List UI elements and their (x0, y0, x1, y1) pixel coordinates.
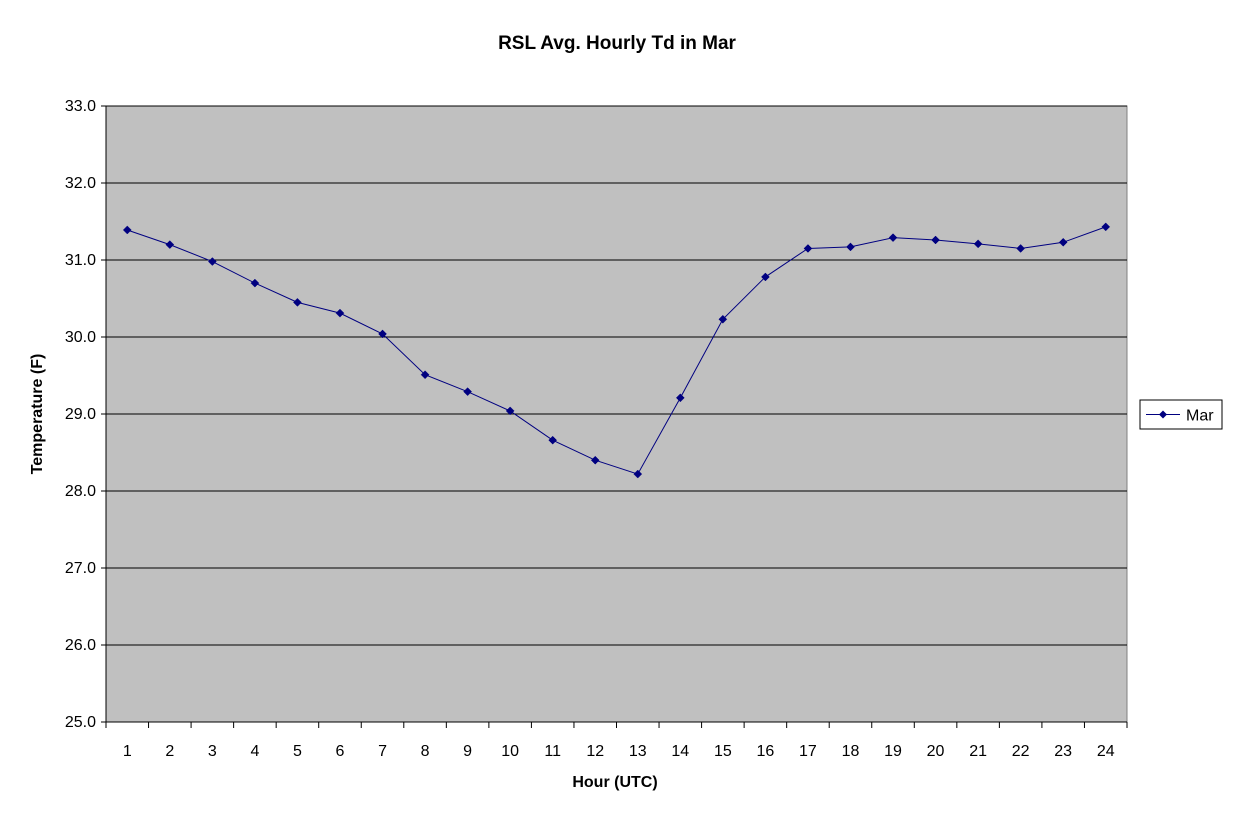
data-point (122, 225, 132, 235)
data-point (378, 329, 387, 339)
y-tick-label: 29.0 (65, 406, 96, 423)
x-tick-label: 18 (842, 743, 860, 760)
data-point (1016, 244, 1025, 253)
x-tick-label: 3 (208, 743, 217, 760)
x-tick-label: 15 (714, 743, 732, 760)
data-point (888, 233, 898, 243)
x-tick-label: 21 (969, 743, 987, 760)
x-tick-label: 1 (123, 743, 132, 760)
y-tick-label: 32.0 (65, 175, 96, 192)
y-tick-label: 28.0 (65, 483, 96, 500)
x-tick-label: 5 (293, 743, 302, 760)
data-point (973, 239, 983, 249)
y-tick-label: 25.0 (65, 714, 96, 731)
x-tick-label: 11 (544, 743, 561, 760)
data-point (208, 257, 217, 266)
y-axis-label: Temperature (F) (29, 354, 46, 475)
data-point (1101, 222, 1111, 232)
data-point (931, 235, 940, 245)
x-tick-label: 6 (336, 743, 345, 760)
data-point (250, 278, 260, 288)
x-tick-label: 24 (1097, 743, 1115, 760)
data-point (335, 308, 345, 318)
data-point (463, 387, 472, 397)
y-tick-label: 27.0 (65, 560, 96, 577)
x-tick-label: 20 (927, 743, 945, 760)
x-tick-label: 16 (756, 743, 774, 760)
x-tick-label: 23 (1054, 743, 1072, 760)
x-tick-label: 2 (165, 743, 174, 760)
y-tick-label: 26.0 (65, 637, 96, 654)
x-tick-label: 12 (586, 743, 604, 760)
x-tick-label: 13 (629, 743, 647, 760)
legend: Mar (1139, 399, 1223, 430)
data-point (675, 393, 685, 403)
series-line (127, 226, 1106, 475)
x-tick-label: 7 (378, 743, 387, 760)
data-point (548, 435, 558, 445)
x-tick-label: 14 (671, 743, 689, 760)
data-point (590, 455, 600, 465)
data-point (718, 314, 728, 324)
data-point (505, 406, 515, 416)
legend-marker (1159, 410, 1167, 419)
x-tick-label: 17 (799, 743, 817, 760)
data-point (846, 242, 855, 252)
x-tick-label: 4 (250, 743, 259, 760)
x-tick-label: 10 (501, 743, 519, 760)
x-tick-label: 22 (1012, 743, 1030, 760)
data-point (803, 244, 813, 253)
data-point (293, 297, 302, 307)
data-point (633, 469, 643, 479)
plot-area: 25.026.027.028.029.030.031.032.033.01 2 3 4… (65, 98, 1128, 760)
y-tick-label: 31.0 (65, 252, 96, 269)
data-point (761, 272, 770, 282)
x-tick-label: 9 (463, 743, 472, 760)
legend-label: Mar (1186, 408, 1214, 425)
data-point (165, 240, 175, 249)
x-tick-label: 19 (884, 743, 902, 760)
x-axis-label: Hour (UTC) (572, 774, 657, 791)
chart-title: RSL Avg. Hourly Td in Mar (498, 33, 736, 54)
x-tick-label: 8 (421, 743, 430, 760)
data-point (1058, 237, 1068, 247)
y-tick-label: 33.0 (65, 98, 96, 115)
y-tick-label: 30.0 (65, 329, 96, 346)
data-point (420, 370, 430, 380)
